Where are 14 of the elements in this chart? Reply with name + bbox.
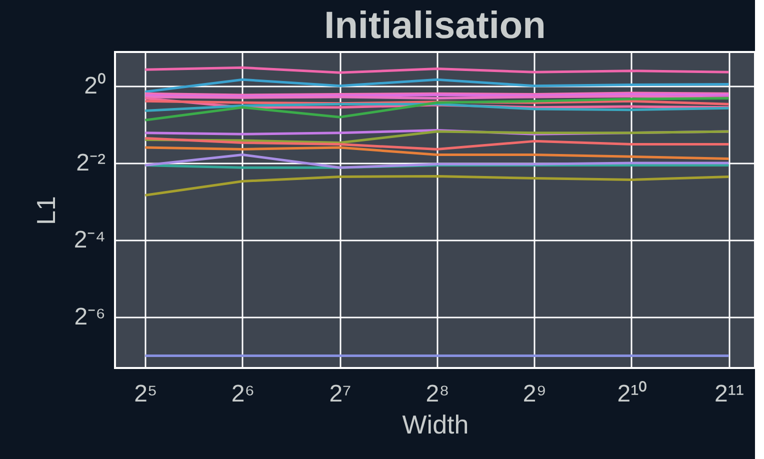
x-tick-label: 2⁷ xyxy=(329,380,352,408)
x-tick-label: 2⁹ xyxy=(522,380,547,408)
x-tick-label: 2¹⁰ xyxy=(617,380,647,408)
y-tick-label: 2⁻⁶ xyxy=(74,304,106,331)
x-tick-label: 2⁸ xyxy=(426,380,450,408)
x-tick-label: 2⁵ xyxy=(134,380,158,408)
y-tick-label: 2⁻⁴ xyxy=(74,226,106,254)
x-tick-label: 2¹¹ xyxy=(714,380,744,408)
x-axis-title: Width xyxy=(402,410,469,440)
chart-title: Initialisation xyxy=(324,5,546,47)
x-tick-label: 2⁶ xyxy=(231,380,255,408)
y-tick-label: 2⁰ xyxy=(84,72,106,100)
y-axis-title: L1 xyxy=(30,196,61,225)
y-tick-label: 2⁻² xyxy=(76,149,106,176)
